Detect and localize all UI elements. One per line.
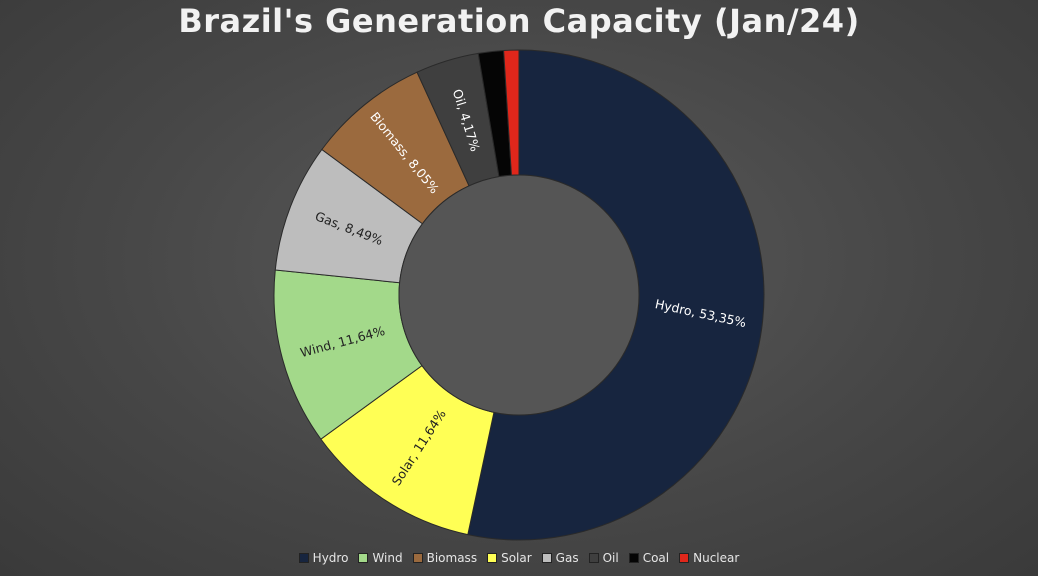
chart-legend: Hydro Wind Biomass Solar Gas Oil Coal Nuclear [0,551,1038,565]
legend-label-gas: Gas [555,551,579,565]
legend-swatch-wind [358,553,369,563]
legend-item-hydro: Hydro [298,551,349,565]
legend-item-oil: Oil [588,551,619,565]
legend-label-coal: Coal [642,551,670,565]
legend-item-biomass: Biomass [412,551,478,565]
legend-label-wind: Wind [372,551,403,565]
legend-swatch-gas [541,553,552,563]
legend-item-wind: Wind [358,551,403,565]
legend-label-nuclear: Nuclear [693,551,740,565]
legend-swatch-solar [487,553,498,563]
legend-swatch-oil [588,553,599,563]
legend-label-hydro: Hydro [312,551,349,565]
legend-item-coal: Coal [628,551,670,565]
legend-swatch-hydro [298,553,309,563]
legend-label-solar: Solar [501,551,532,565]
legend-label-biomass: Biomass [426,551,478,565]
legend-item-solar: Solar [487,551,532,565]
chart-title: Brazil's Generation Capacity (Jan/24) [178,2,860,40]
legend-item-nuclear: Nuclear [679,551,739,565]
legend-label-oil: Oil [602,551,619,565]
legend-swatch-biomass [412,553,423,563]
legend-item-gas: Gas [541,551,579,565]
legend-swatch-nuclear [679,553,690,563]
legend-swatch-coal [628,553,639,563]
donut-hole [398,174,640,416]
